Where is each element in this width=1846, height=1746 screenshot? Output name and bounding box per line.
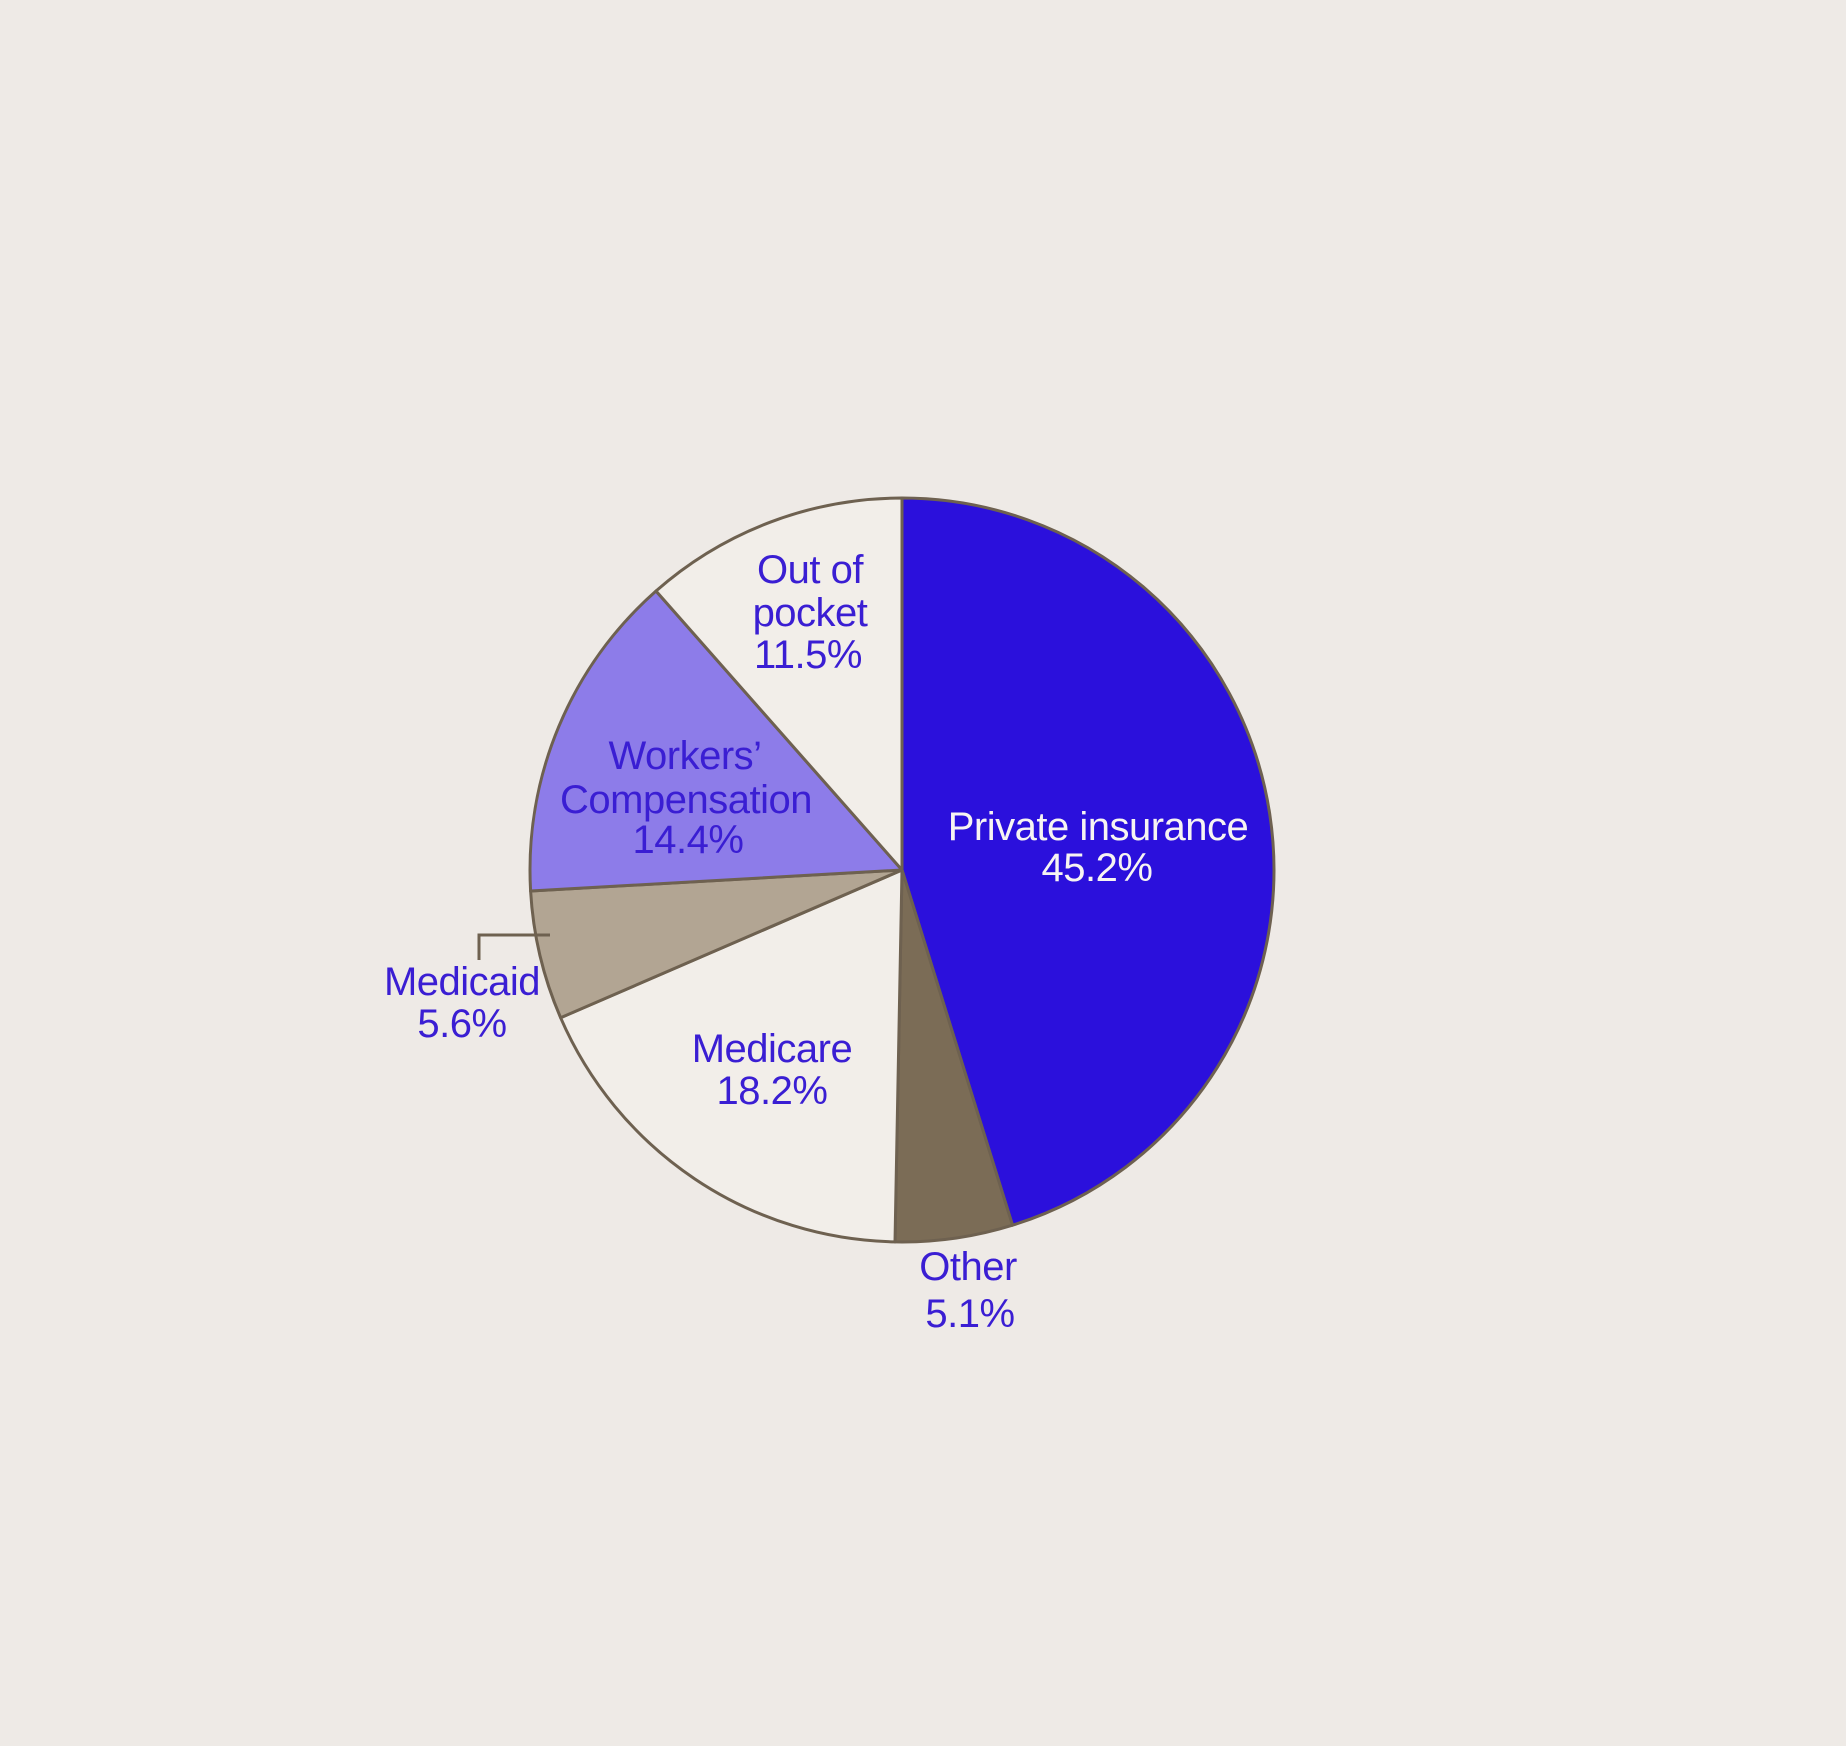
pie-slice-out-of-pocket <box>654 496 904 872</box>
pie-slice-medicare <box>559 868 904 1244</box>
pie-slice-private-insurance <box>900 496 1276 1227</box>
slice-label-workers-compensation-line1: Workers’ <box>608 734 761 778</box>
slice-label-out-of-pocket-line1: Out of <box>757 548 864 592</box>
slice-label-workers-compensation-line3: 14.4% <box>633 818 744 862</box>
slice-label-workers-compensation-line2: Compensation <box>560 778 812 822</box>
leader-line-medicaid <box>477 933 550 960</box>
slice-label-medicare-line2: 18.2% <box>717 1069 828 1113</box>
slice-label-medicare-line1: Medicare <box>692 1027 853 1071</box>
slice-label-private-insurance-line2: 45.2% <box>1042 846 1153 890</box>
slice-label-medicaid-line2: 5.6% <box>417 1002 506 1046</box>
slice-label-other-line1: Other <box>919 1245 1017 1289</box>
pie-slice-workers-compensation <box>528 589 904 893</box>
slice-label-out-of-pocket-line2: pocket <box>753 591 868 635</box>
slice-label-medicaid-line1: Medicaid <box>384 960 540 1004</box>
slice-label-other-line2: 5.1% <box>925 1292 1014 1336</box>
slice-label-private-insurance-line1: Private insurance <box>948 805 1249 849</box>
pie-slice-medicaid <box>529 868 904 1020</box>
slice-label-out-of-pocket-line3: 11.5% <box>754 633 862 677</box>
